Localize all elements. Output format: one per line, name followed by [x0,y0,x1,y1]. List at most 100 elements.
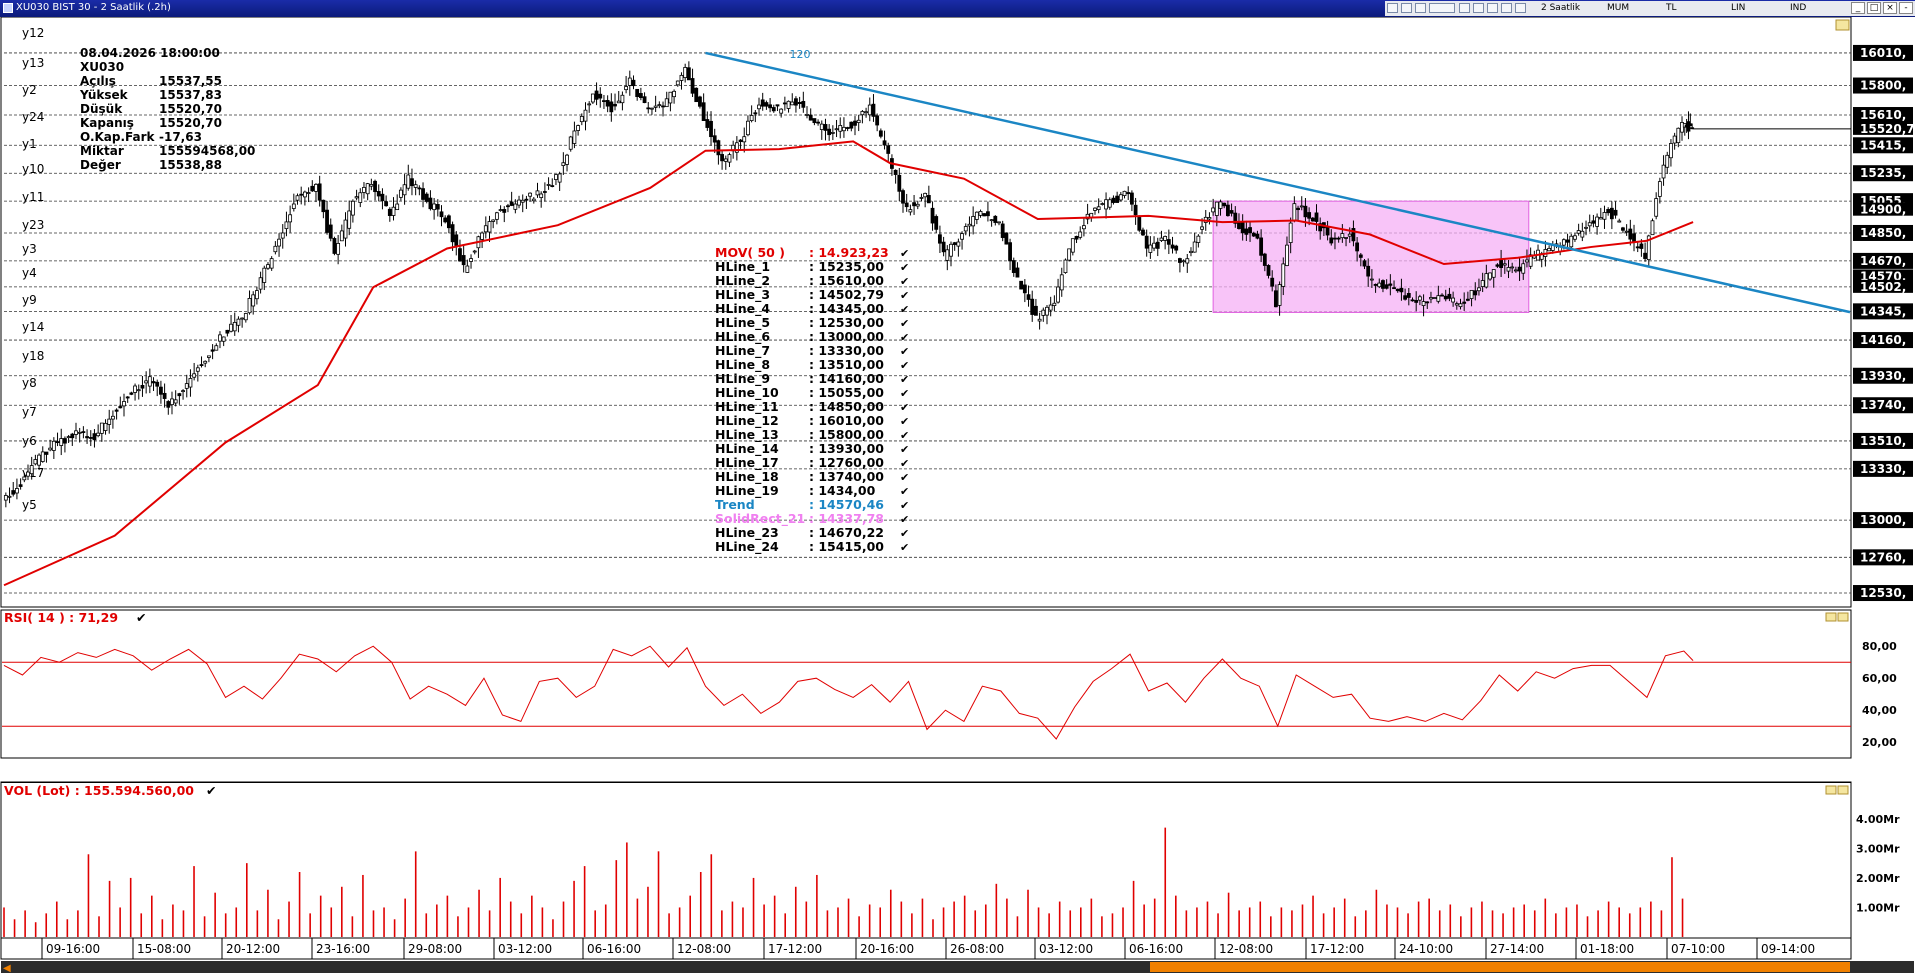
legend-name: HLine_23 [715,525,779,541]
candle-body [498,209,503,211]
list-icon[interactable] [1487,3,1498,13]
candle-body [997,221,1001,224]
candle-body [1436,295,1441,302]
time-tick-label: 01-18:00 [1580,942,1634,956]
hline-tag-y2: y2 [22,83,37,97]
candle-body [901,190,905,204]
candle-body [1513,269,1518,272]
chart-style-selector[interactable]: MUM [1607,3,1630,13]
chart-canvas[interactable]: y12 y13 y2 y24 y1 y10 y11 y23 y3 y4 y9 y14 y18 y8 y7 y6… [0,17,1915,977]
rsi-check-icon[interactable]: ✔ [136,610,146,625]
panel-settings-icon[interactable] [1835,19,1850,31]
close-button[interactable]: × [1883,2,1897,14]
pin-icon[interactable] [1387,3,1398,13]
candle-body [963,226,968,232]
candle-body [273,245,278,253]
candle-body [494,212,499,220]
candle-body [557,173,562,183]
scrollbar-thumb[interactable] [1150,962,1850,972]
candle-body [1059,274,1064,291]
volume-check-icon[interactable]: ✔ [206,783,216,798]
period-selector[interactable]: 2 Saatlik [1541,3,1581,13]
candle-body [1333,237,1337,240]
candle-body [40,451,45,462]
user-icon[interactable] [1515,3,1526,13]
candle-body [1336,237,1341,240]
time-tick-label: 27-14:00 [1490,942,1544,956]
time-tick-label: 03-12:00 [498,942,552,956]
candle-body [572,130,577,144]
legend-name: HLine_8 [715,357,770,373]
candle-body [1170,244,1175,249]
candle-body [1358,254,1363,258]
candle-body [111,415,115,420]
currency-selector[interactable]: TL [1666,3,1677,13]
candle-body [830,132,835,134]
candle-body [1166,239,1171,245]
candle-body [1654,198,1659,217]
candle-body [1082,225,1086,230]
candle-body [99,422,104,434]
candle-body [531,198,536,202]
candle-body [1414,300,1419,303]
info-label: O.Kap.Fark [80,130,156,144]
candle-body [1690,127,1695,130]
time-axis-labels: 09-16:00 15-08:00 20-12:00 23-16:00 29-08:00… [41,938,1815,959]
info-label: Kapanış [80,116,134,130]
candle-body [162,392,167,399]
candle-body [74,430,78,435]
candle-body [1639,243,1644,249]
candle-body [302,191,307,198]
candle-body [642,96,647,104]
candle-body [1344,237,1348,239]
edit-icon[interactable] [1473,3,1484,13]
chart-icon[interactable] [1415,3,1426,13]
candle-body [1521,263,1526,274]
restore-button[interactable]: - [1899,2,1913,14]
candle-body [941,241,946,253]
candle-body [229,323,233,332]
legend-check-icon: ✔ [900,429,909,442]
time-tick-label: 29-08:00 [408,942,462,956]
candle-body [321,199,326,213]
candle-body [398,189,403,198]
maximize-button[interactable]: □ [1867,2,1881,14]
legend-value: : 15610,00 [809,273,884,288]
candle-body [627,77,632,86]
candle-body [878,130,883,137]
candle-body [1270,277,1275,287]
rsi-close-icon[interactable] [1837,612,1849,622]
time-tick-label: 06-16:00 [1129,942,1183,956]
candle-body [147,376,152,387]
scale-selector[interactable]: LIN [1731,3,1746,13]
candle-body [15,488,19,494]
candle-body [118,406,123,409]
candle-body [413,184,418,188]
zoom-icon[interactable] [1501,3,1512,13]
candle-body [1056,286,1060,303]
price-box [1853,303,1913,320]
legend-name: HLine_4 [715,301,770,317]
legend-check-icon: ✔ [900,513,909,526]
rsi-settings-icon[interactable] [1825,612,1837,622]
candle-body [1458,303,1463,308]
scroll-left-icon[interactable]: ◀ [3,963,11,974]
volume-settings-icon[interactable] [1825,785,1837,795]
minimize-button[interactable]: _ [1851,2,1865,14]
indicator-selector[interactable]: IND [1790,3,1807,13]
hline-tag-y8: y8 [22,376,37,390]
candle-body [1211,207,1216,213]
copy-icon[interactable] [1401,3,1412,13]
refresh-icon[interactable] [1459,3,1470,13]
candle-body [1019,280,1024,290]
candle-body [1366,265,1371,277]
volume-tick-label: 1.00Mr [1856,901,1900,914]
candle-body [1207,217,1212,220]
price-box [1853,107,1913,124]
scroll-right-icon[interactable]: ▶ [1838,963,1846,974]
ohlc-info-panel: 08.04.2026 18:00:00 XU030 Açılış 15537,55… [79,46,255,172]
indicator-icon[interactable] [1429,3,1455,13]
volume-close-icon[interactable] [1837,785,1849,795]
solid-rect-21 [1212,200,1530,313]
hline-tag-y14: y14 [22,320,44,334]
